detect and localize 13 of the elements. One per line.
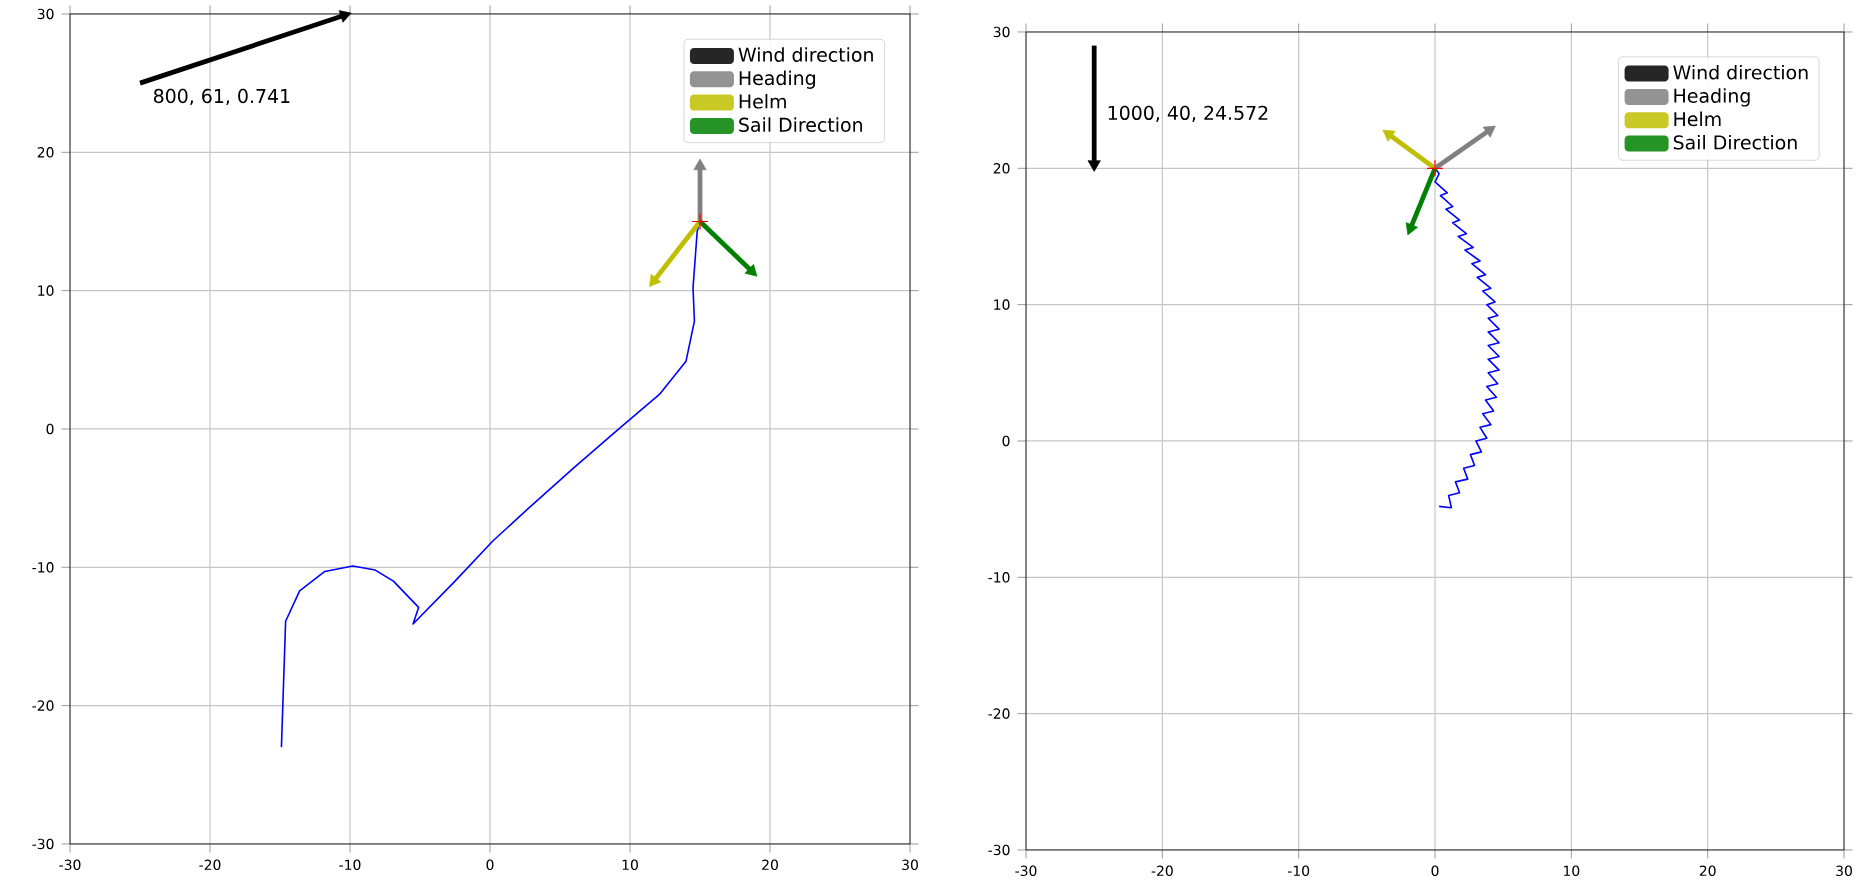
annotation: 800, 61, 0.741 (153, 88, 290, 106)
legend-label: Helm (1674, 111, 1721, 127)
legend-label: Heading (1674, 88, 1750, 107)
legend-label: Helm (739, 93, 786, 109)
legend-label: Sail Direction (1673, 134, 1797, 150)
annotation: 1000, 40, 24.572 (1108, 105, 1268, 122)
line-series (1434, 167, 1500, 509)
legend-label: Wind direction (1673, 64, 1808, 80)
legend-label: Sail Direction (739, 117, 863, 132)
legend-label: Heading (739, 70, 815, 89)
point (1426, 159, 1444, 177)
point (691, 212, 709, 231)
legend-label: Wind direction (738, 47, 873, 62)
